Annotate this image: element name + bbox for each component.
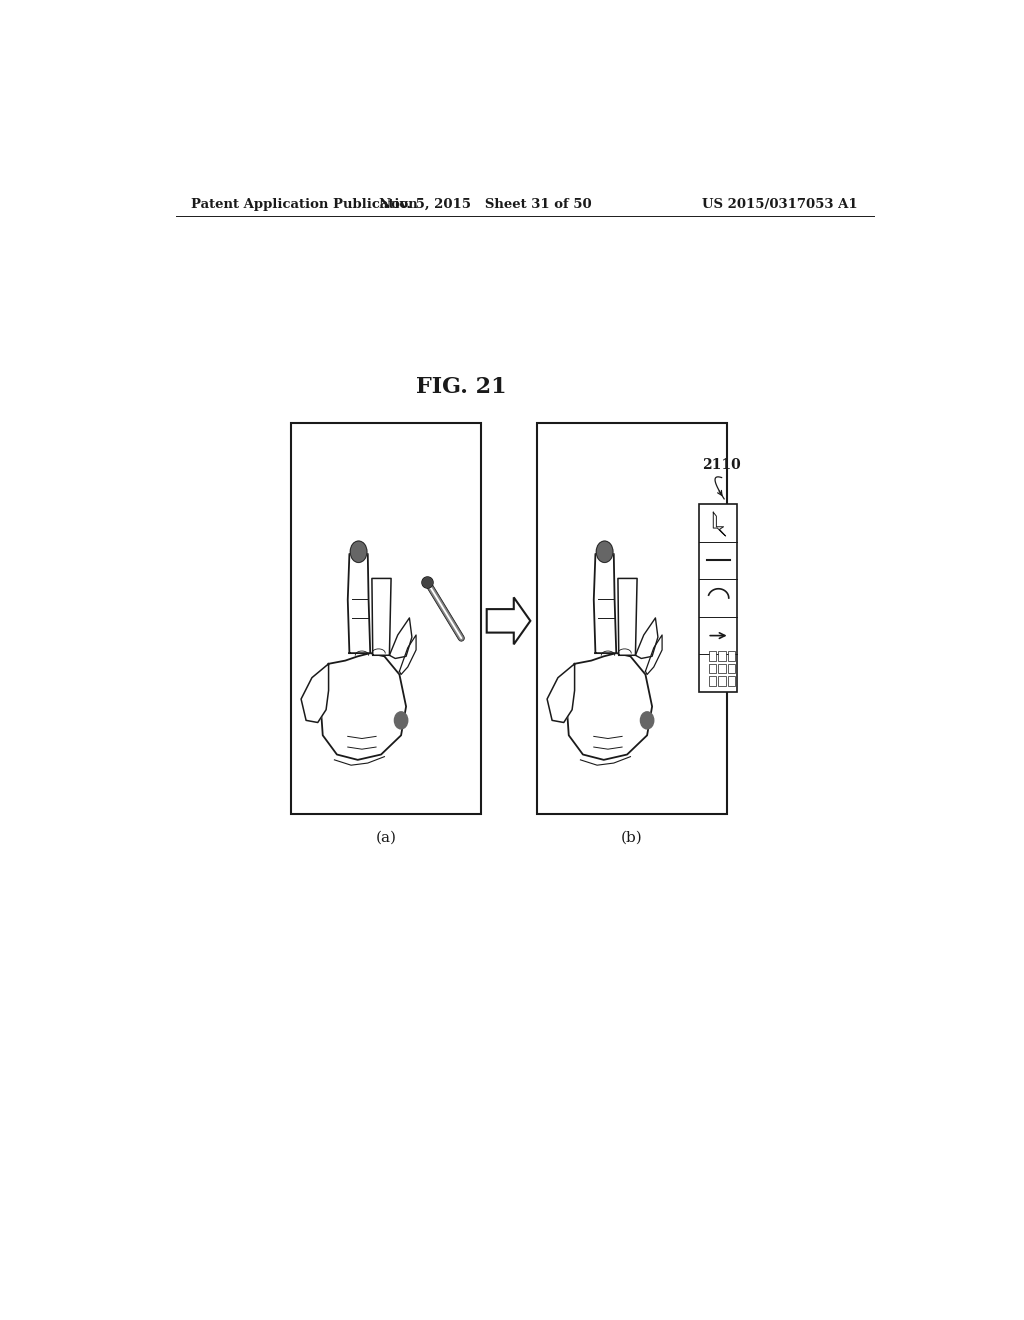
Polygon shape bbox=[399, 635, 416, 675]
Circle shape bbox=[596, 541, 613, 562]
Bar bbox=[291, 422, 481, 814]
Text: (a): (a) bbox=[376, 830, 396, 845]
Bar bbox=[728, 651, 735, 661]
Bar bbox=[709, 676, 716, 685]
Polygon shape bbox=[348, 554, 371, 653]
Polygon shape bbox=[389, 618, 412, 659]
Polygon shape bbox=[617, 578, 637, 655]
Circle shape bbox=[350, 541, 367, 562]
FancyArrow shape bbox=[486, 598, 530, 644]
Text: US 2015/0317053 A1: US 2015/0317053 A1 bbox=[702, 198, 858, 211]
Text: Patent Application Publication: Patent Application Publication bbox=[191, 198, 418, 211]
Polygon shape bbox=[372, 578, 391, 655]
Bar bbox=[709, 664, 716, 673]
Circle shape bbox=[640, 711, 653, 729]
Text: Nov. 5, 2015   Sheet 31 of 50: Nov. 5, 2015 Sheet 31 of 50 bbox=[379, 198, 592, 211]
Text: FIG. 21: FIG. 21 bbox=[416, 376, 507, 399]
Circle shape bbox=[394, 711, 408, 729]
Polygon shape bbox=[636, 618, 658, 659]
Bar bbox=[728, 664, 735, 673]
Bar bbox=[719, 664, 726, 673]
Text: (b): (b) bbox=[622, 830, 643, 845]
Polygon shape bbox=[714, 512, 726, 536]
Bar bbox=[537, 422, 727, 814]
Polygon shape bbox=[594, 554, 616, 653]
Bar bbox=[719, 676, 726, 685]
Polygon shape bbox=[566, 653, 652, 760]
Bar bbox=[709, 651, 716, 661]
Polygon shape bbox=[645, 635, 663, 675]
Polygon shape bbox=[301, 664, 329, 722]
Bar bbox=[719, 651, 726, 661]
Bar bbox=[699, 504, 737, 692]
Polygon shape bbox=[547, 664, 574, 722]
Bar bbox=[728, 676, 735, 685]
Text: 2110: 2110 bbox=[702, 458, 741, 473]
Polygon shape bbox=[321, 653, 407, 760]
